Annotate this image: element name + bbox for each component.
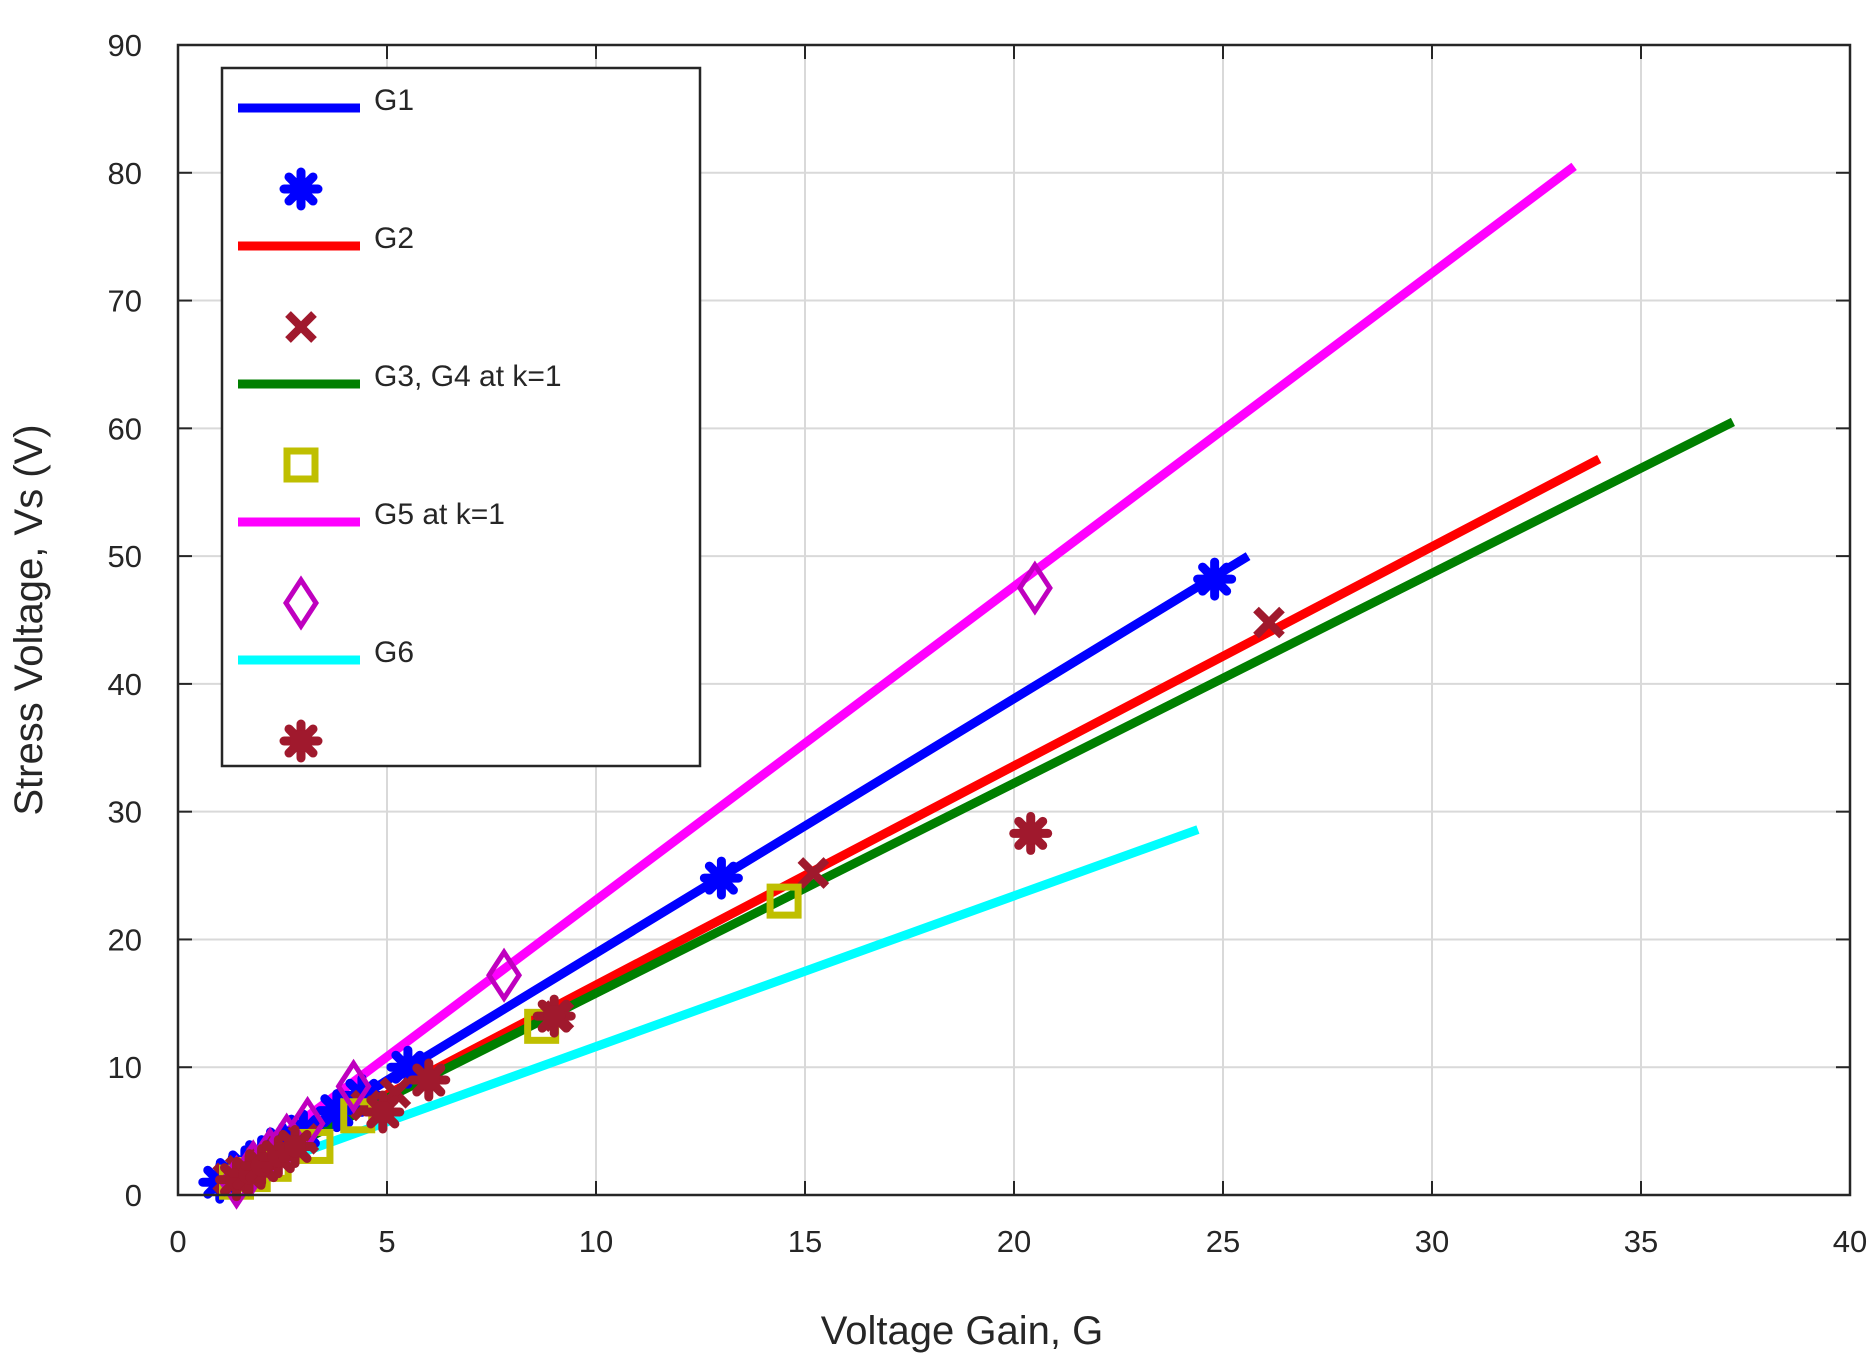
legend: G1 G2 G3, G4 at k=1 G5 at k=1 G6 xyxy=(220,66,702,768)
x-tick-label: 5 xyxy=(378,1224,395,1259)
x-tick-label: 30 xyxy=(1415,1224,1449,1259)
series-line-g5-at-k-1 xyxy=(217,162,1577,1186)
data-point xyxy=(766,883,802,919)
legend-label: G1 xyxy=(374,84,414,117)
y-tick-label: 0 xyxy=(125,1178,142,1213)
x-tick-label: 10 xyxy=(579,1224,613,1259)
x-tick-label: 25 xyxy=(1206,1224,1240,1259)
legend-marker-swatch xyxy=(285,311,317,343)
legend-label: G6 xyxy=(374,636,414,669)
legend-marker-swatch xyxy=(279,167,323,211)
x-axis-title: Voltage Gain, G xyxy=(821,1309,1103,1353)
y-tick-label: 10 xyxy=(108,1050,142,1085)
legend-marker-swatch xyxy=(283,447,319,483)
data-point xyxy=(1016,560,1053,616)
y-tick-label: 20 xyxy=(108,922,142,957)
x-tick-label: 20 xyxy=(997,1224,1031,1259)
y-tick-label: 30 xyxy=(108,795,142,830)
legend-marker-swatch xyxy=(279,719,323,763)
data-point xyxy=(532,994,576,1038)
y-tick-label: 90 xyxy=(108,28,142,63)
series-layer xyxy=(198,162,1735,1210)
y-tick-label: 70 xyxy=(108,284,142,319)
y-tick-label: 50 xyxy=(108,539,142,574)
data-point xyxy=(361,1090,405,1134)
data-point xyxy=(1009,811,1053,855)
y-tick-label: 60 xyxy=(108,411,142,446)
data-point xyxy=(273,1124,317,1168)
x-tick-label: 35 xyxy=(1624,1224,1658,1259)
legend-label: G3, G4 at k=1 xyxy=(374,360,562,393)
data-point xyxy=(797,857,830,889)
x-tick-label: 0 xyxy=(169,1224,186,1259)
ticks: 0 5 10 15 20 25 30 35 40 0 10 20 30 40 50 60 70 80 90 xyxy=(108,28,1868,1259)
data-point xyxy=(407,1058,451,1102)
y-tick-label: 40 xyxy=(108,667,142,702)
legend-label: G2 xyxy=(374,222,414,255)
series-line-g3-g4-at-k-1 xyxy=(217,417,1735,1187)
y-tick-label: 80 xyxy=(108,156,142,191)
x-tick-label: 15 xyxy=(788,1224,822,1259)
data-point xyxy=(335,1058,372,1114)
data-point xyxy=(1253,606,1285,639)
x-tick-label: 40 xyxy=(1833,1224,1867,1259)
legend-marker-swatch xyxy=(283,575,319,631)
legend-label: G5 at k=1 xyxy=(374,498,505,531)
data-point xyxy=(486,947,523,1003)
data-point xyxy=(1193,557,1237,601)
y-axis-title: Stress Voltage, Vs (V) xyxy=(7,424,51,815)
data-point xyxy=(699,856,743,900)
